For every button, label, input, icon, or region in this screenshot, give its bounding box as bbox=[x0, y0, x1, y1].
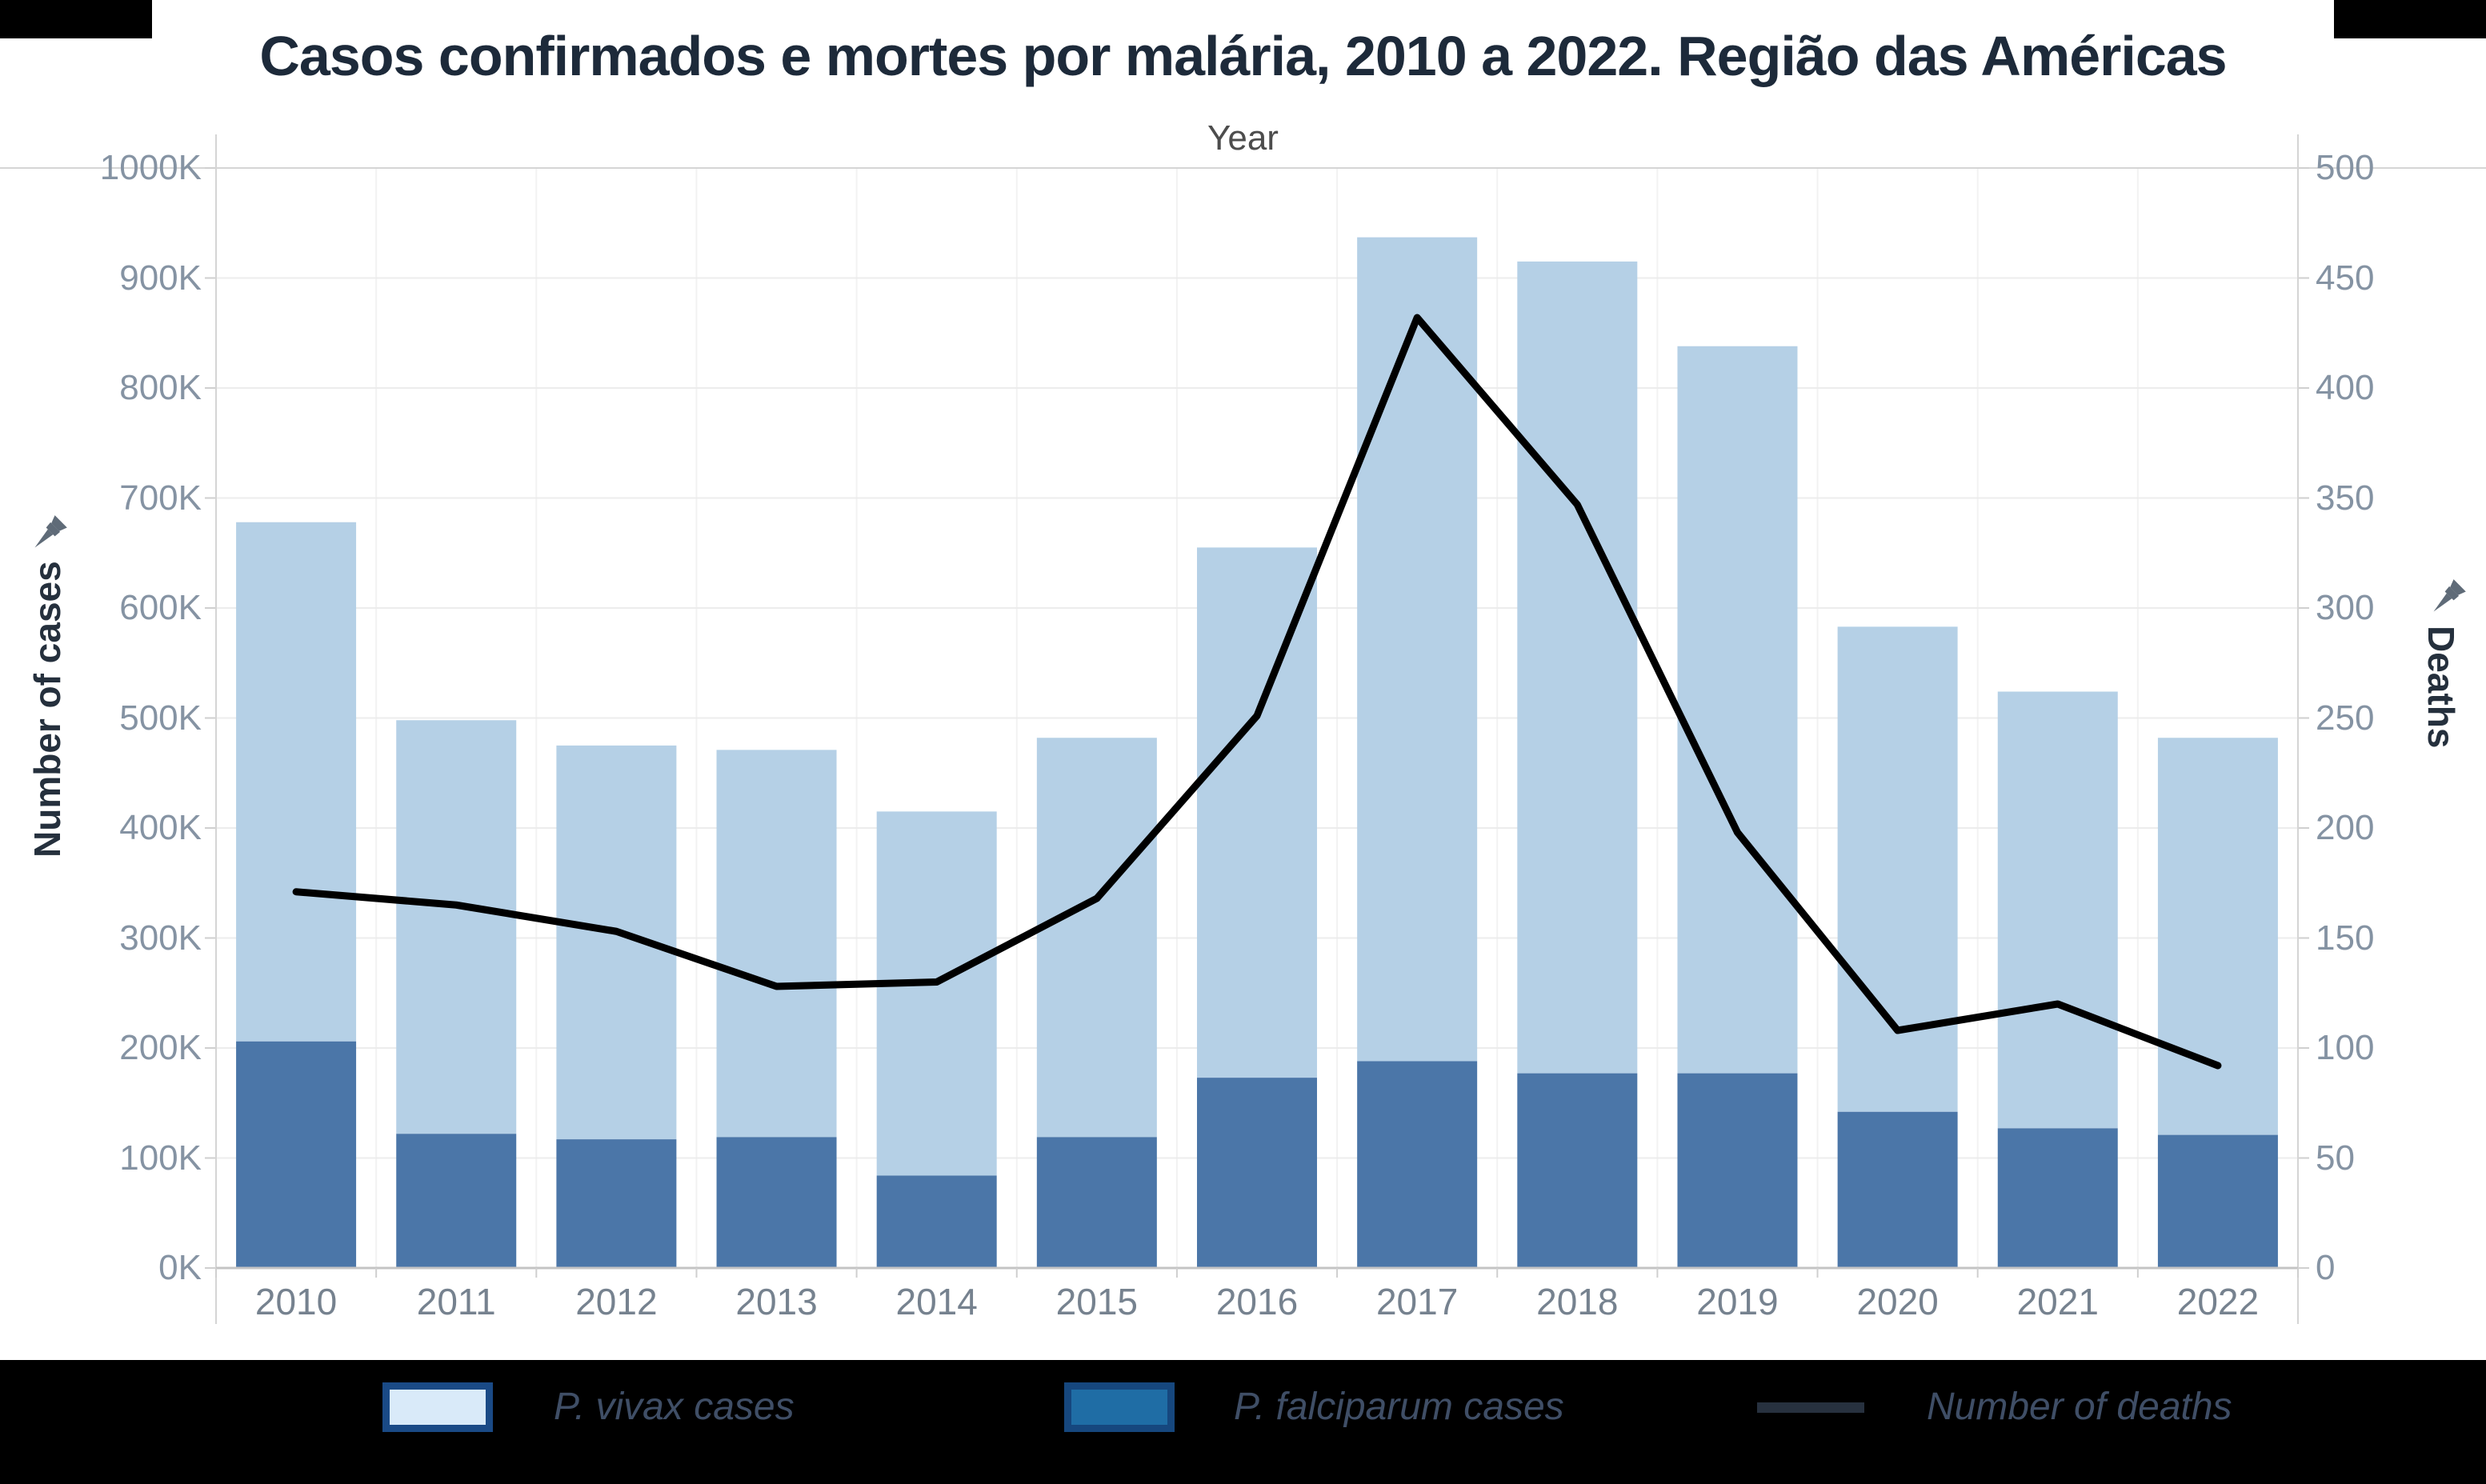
bar-falciparum-2022[interactable] bbox=[2157, 1134, 2278, 1268]
bar-falciparum-2011[interactable] bbox=[396, 1134, 517, 1268]
bar-vivax-2016[interactable] bbox=[1197, 547, 1317, 1078]
chart-title: Casos confirmados e mortes por malária, … bbox=[259, 25, 2227, 87]
bar-vivax-2022[interactable] bbox=[2157, 738, 2278, 1135]
bar-falciparum-2019[interactable] bbox=[1677, 1073, 1798, 1268]
deaths-line[interactable] bbox=[292, 314, 2222, 1070]
bar-vivax-2010[interactable] bbox=[236, 522, 357, 1042]
deaths-line-swatch bbox=[1757, 1402, 1864, 1413]
redaction-box-top-right bbox=[2334, 0, 2486, 38]
vivax-swatch bbox=[382, 1382, 493, 1432]
x-axis-title: Year bbox=[1207, 118, 1279, 158]
pin-icon[interactable] bbox=[2429, 578, 2468, 616]
falciparum-swatch bbox=[1064, 1382, 1175, 1432]
bar-vivax-2021[interactable] bbox=[1997, 691, 2118, 1129]
bar-vivax-2014[interactable] bbox=[876, 811, 997, 1176]
bar-falciparum-2020[interactable] bbox=[1837, 1111, 1958, 1268]
bar-falciparum-2012[interactable] bbox=[556, 1139, 677, 1268]
redaction-box-top-left bbox=[0, 0, 152, 38]
bar-falciparum-2016[interactable] bbox=[1197, 1078, 1317, 1268]
bar-vivax-2015[interactable] bbox=[1036, 738, 1157, 1138]
bar-falciparum-2014[interactable] bbox=[876, 1175, 997, 1269]
legend-label: Number of deaths bbox=[1927, 1386, 2232, 1428]
y-axis-title-left: Number of cases bbox=[26, 561, 68, 858]
bar-vivax-2011[interactable] bbox=[396, 720, 517, 1134]
bar-vivax-2013[interactable] bbox=[716, 750, 837, 1138]
bar-falciparum-2010[interactable] bbox=[236, 1041, 357, 1268]
bar-falciparum-2018[interactable] bbox=[1517, 1073, 1638, 1268]
legend: P. vivax cases P. falciparum cases Numbe… bbox=[0, 1360, 2486, 1484]
bar-falciparum-2021[interactable] bbox=[1997, 1128, 2118, 1268]
bar-falciparum-2017[interactable] bbox=[1357, 1061, 1478, 1269]
bar-vivax-2018[interactable] bbox=[1517, 261, 1638, 1074]
bar-vivax-2019[interactable] bbox=[1677, 346, 1798, 1074]
bar-vivax-2017[interactable] bbox=[1357, 237, 1478, 1062]
legend-label: P. falciparum cases bbox=[1234, 1386, 1564, 1428]
y-axis-title-right: Deaths bbox=[2420, 626, 2462, 749]
bar-vivax-2020[interactable] bbox=[1837, 626, 1958, 1112]
pin-icon[interactable] bbox=[30, 514, 69, 552]
bar-falciparum-2013[interactable] bbox=[716, 1137, 837, 1268]
bar-falciparum-2015[interactable] bbox=[1036, 1137, 1157, 1268]
legend-label: P. vivax cases bbox=[554, 1386, 795, 1428]
